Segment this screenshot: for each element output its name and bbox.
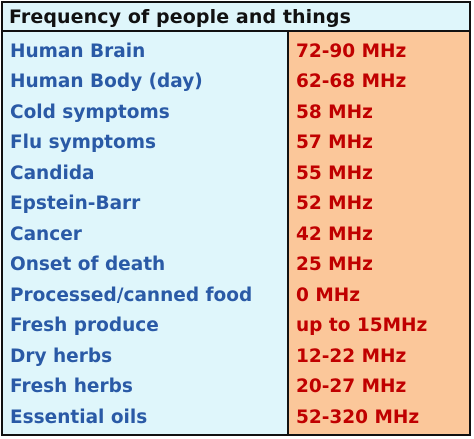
row-value-human-brain: 72-90 MHz: [296, 41, 407, 62]
row-label-fresh-produce: Fresh produce: [10, 315, 159, 336]
row-value-fresh-produce: up to 15MHz: [296, 315, 428, 336]
row-label-dry-herbs: Dry herbs: [10, 346, 113, 367]
row-value-human-body-day: 62-68 MHz: [296, 71, 407, 92]
row-value-epstein-barr: 52 MHz: [296, 193, 373, 214]
row-value-flu-symptoms: 57 MHz: [296, 132, 373, 153]
row-value-processed-canned-food: 0 MHz: [296, 285, 360, 306]
row-label-flu-symptoms: Flu symptoms: [10, 132, 157, 153]
row-label-cold-symptoms: Cold symptoms: [10, 102, 170, 123]
row-value-essential-oils: 52-320 MHz: [296, 407, 420, 428]
row-label-candida: Candida: [10, 163, 95, 184]
row-label-epstein-barr: Epstein-Barr: [10, 193, 141, 214]
row-value-fresh-herbs: 20-27 MHz: [296, 376, 407, 397]
row-label-human-brain: Human Brain: [10, 41, 146, 62]
row-label-processed-canned-food: Processed/canned food: [10, 285, 253, 306]
value-column: 72-90 MHz 62-68 MHz 58 MHz 57 MHz 55 MHz…: [289, 32, 469, 434]
row-label-onset-of-death: Onset of death: [10, 254, 166, 275]
row-value-dry-herbs: 12-22 MHz: [296, 346, 407, 367]
table-title: Frequency of people and things: [9, 6, 352, 28]
row-value-candida: 55 MHz: [296, 163, 373, 184]
row-value-cold-symptoms: 58 MHz: [296, 102, 373, 123]
row-label-essential-oils: Essential oils: [10, 407, 148, 428]
label-column: Human Brain Human Body (day) Cold sympto…: [3, 32, 289, 434]
row-label-human-body-day: Human Body (day): [10, 71, 203, 92]
row-label-fresh-herbs: Fresh herbs: [10, 376, 133, 397]
row-value-cancer: 42 MHz: [296, 224, 373, 245]
table-title-row: Frequency of people and things: [3, 3, 469, 32]
row-value-onset-of-death: 25 MHz: [296, 254, 373, 275]
row-label-cancer: Cancer: [10, 224, 82, 245]
